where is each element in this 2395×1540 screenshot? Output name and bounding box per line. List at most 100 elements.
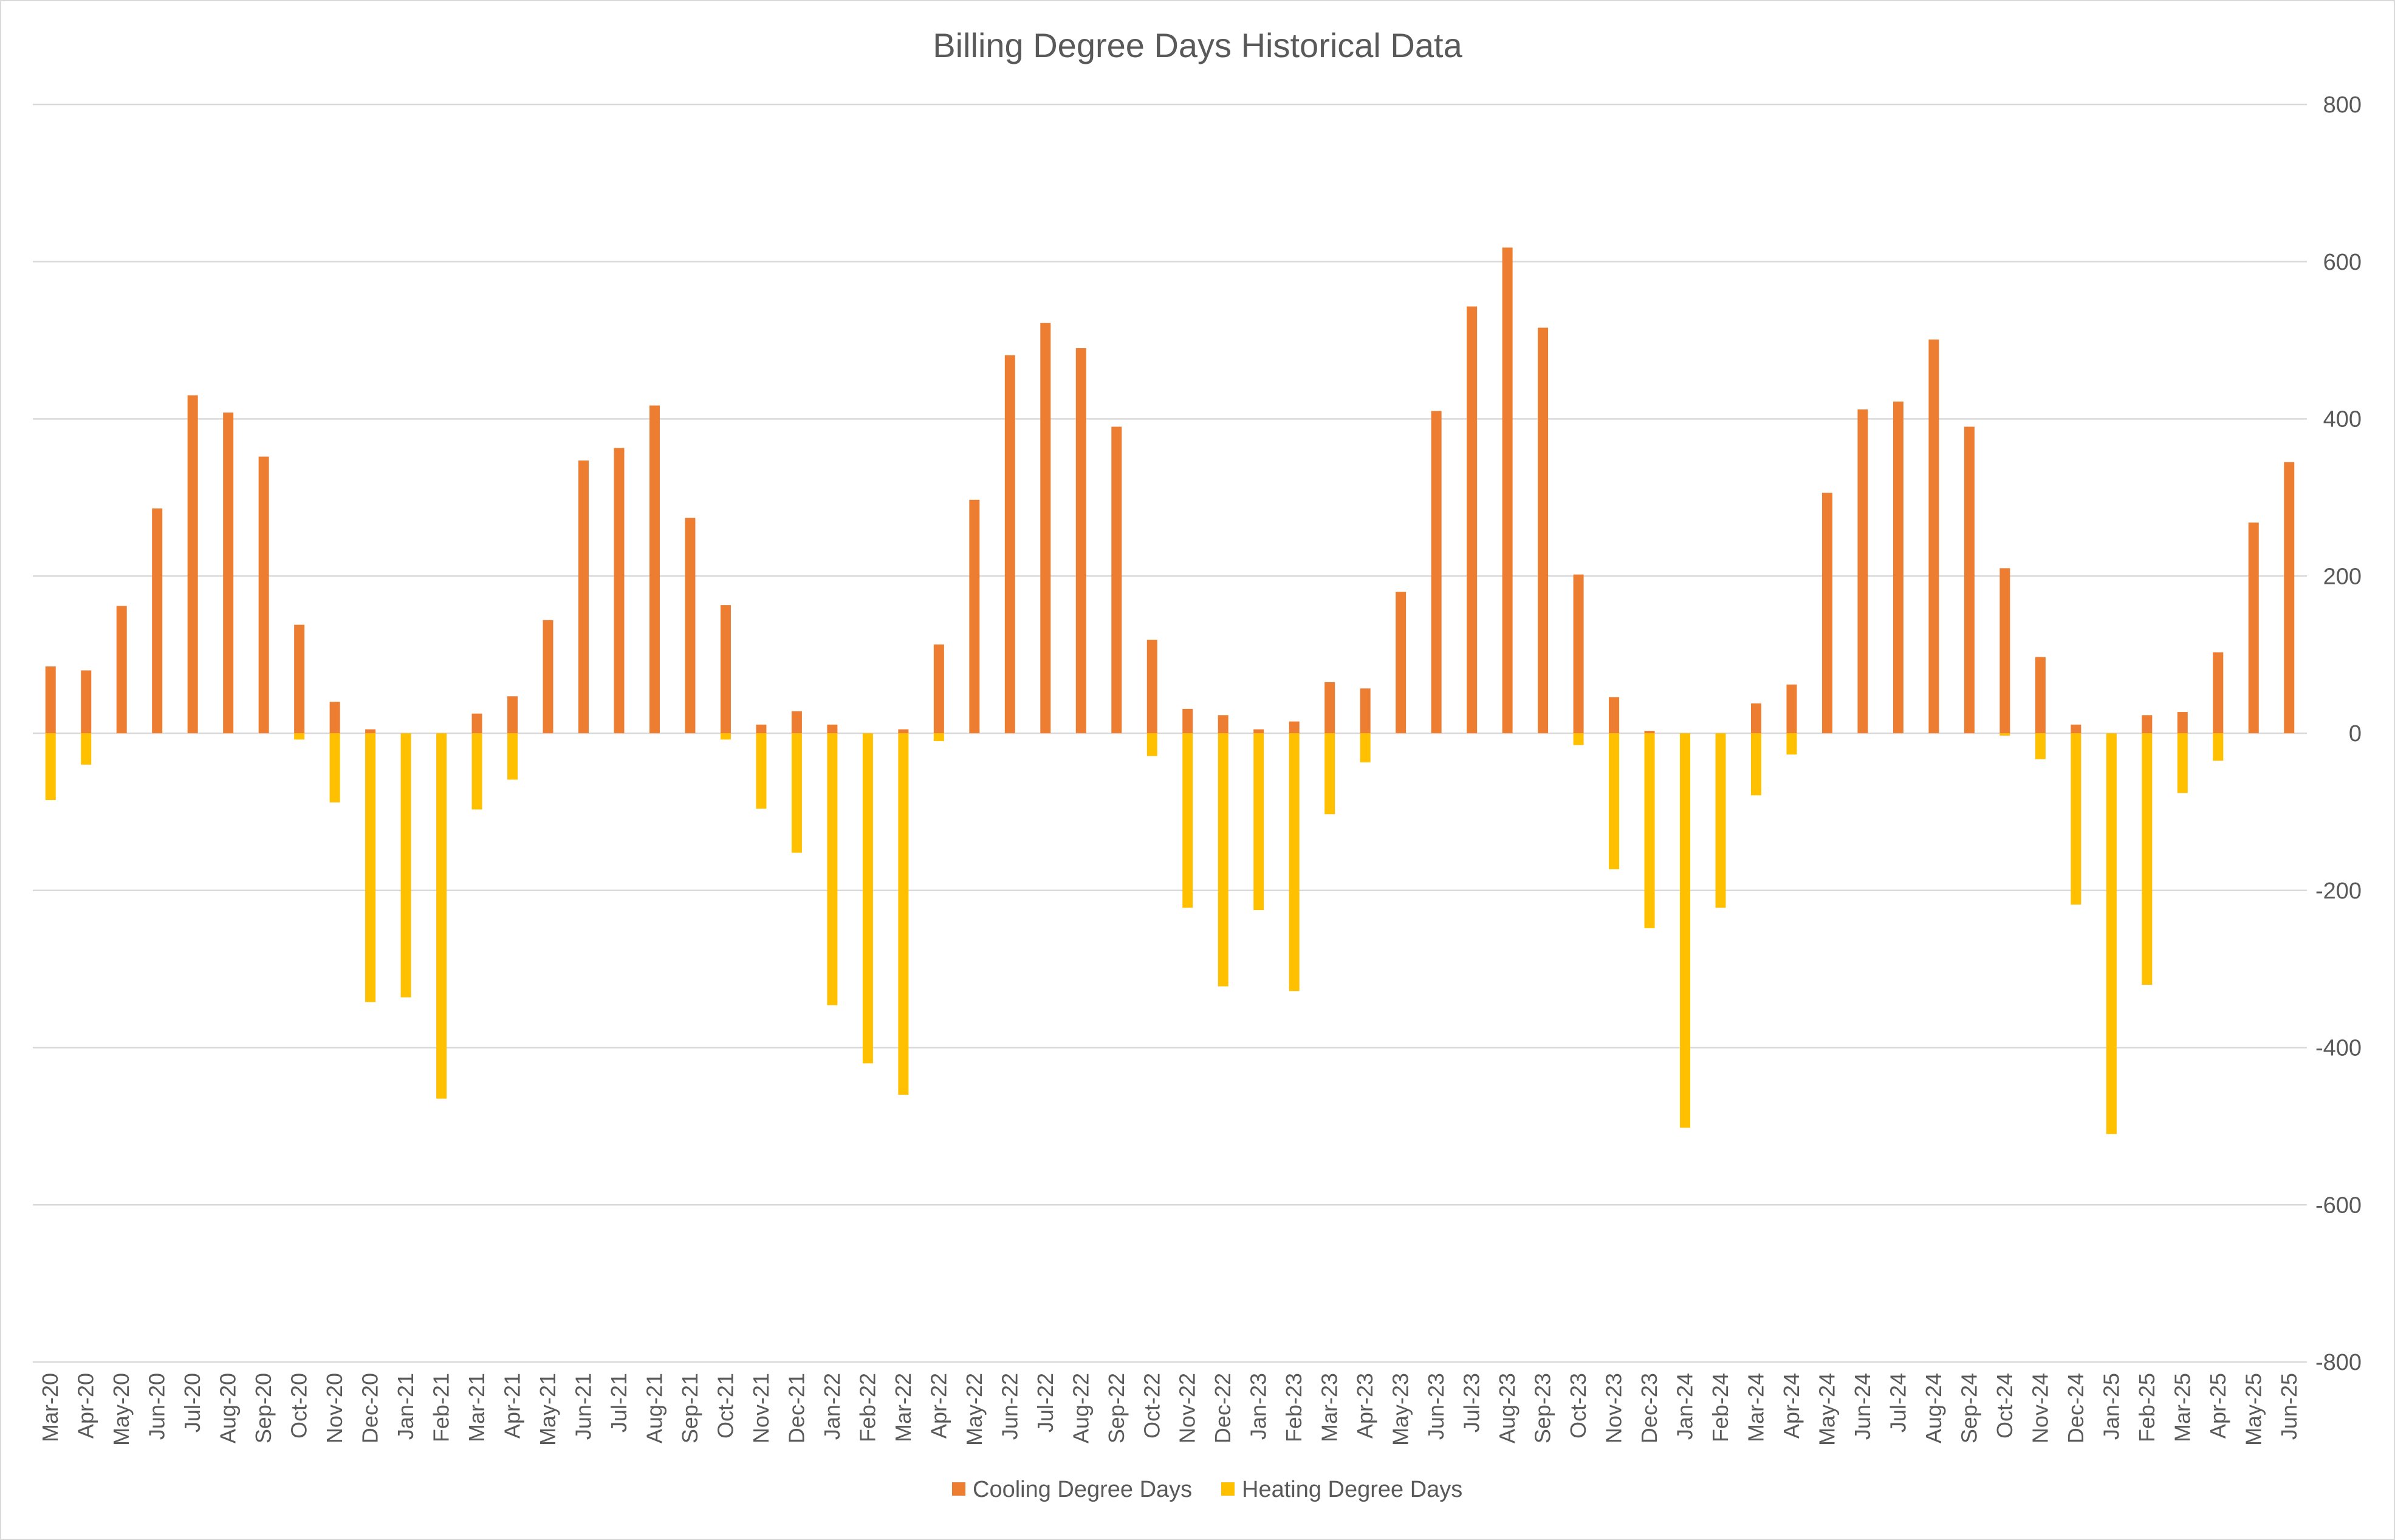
cooling-degree-days-bar: [649, 405, 660, 733]
x-tick-label: Jul-22: [1033, 1373, 1058, 1432]
cooling-degree-days-bar: [81, 670, 92, 733]
x-tick-label: Apr-22: [926, 1373, 951, 1439]
x-tick-label: Dec-22: [1210, 1373, 1235, 1443]
cooling-degree-days-bar: [1146, 640, 1157, 733]
y-tick-label: 200: [2323, 564, 2362, 589]
x-tick-label: Feb-23: [1281, 1373, 1306, 1442]
x-tick-label: Nov-24: [2027, 1373, 2052, 1443]
x-tick-label: Jun-25: [2277, 1373, 2301, 1440]
cooling-degree-days-bar: [1538, 327, 1549, 733]
x-tick-label: Mar-25: [2170, 1373, 2195, 1442]
x-tick-label: Apr-24: [1779, 1373, 1804, 1439]
heating-degree-days-bar: [791, 733, 802, 853]
cooling-degree-days-bar: [1893, 402, 1903, 733]
x-tick-label: Feb-21: [429, 1373, 454, 1442]
heating-degree-days-bar: [1146, 733, 1157, 756]
x-tick-label: Oct-24: [1992, 1373, 2017, 1439]
cooling-degree-days-bar: [1289, 721, 1300, 733]
cooling-degree-days-bar: [2071, 724, 2081, 733]
gridlines: [33, 103, 2307, 1363]
heating-degree-days-bar: [862, 733, 873, 1064]
x-tick-label: Jun-24: [1850, 1373, 1875, 1440]
x-tick-label: Jul-21: [606, 1373, 631, 1432]
x-tick-label: Jan-25: [2099, 1373, 2123, 1440]
x-tick-label: May-21: [535, 1373, 560, 1446]
heating-degree-days-bar: [933, 733, 944, 741]
x-tick-label: Jan-22: [820, 1373, 845, 1440]
x-tick-label: Sep-24: [1956, 1373, 1981, 1443]
x-tick-label: Jul-20: [180, 1373, 205, 1432]
heating-degree-days-bar: [2035, 733, 2046, 759]
heating-degree-days-bar: [1360, 733, 1371, 762]
heating-degree-days-bar: [1680, 733, 1691, 1128]
cooling-degree-days-bar: [1821, 493, 1832, 733]
cooling-degree-days-bar: [685, 518, 696, 733]
cooling-degree-days-bar: [223, 412, 234, 733]
cooling-degree-days-bar: [45, 666, 56, 733]
heating-degree-days-bar: [1182, 733, 1193, 908]
cooling-degree-days-bar: [543, 620, 553, 733]
heating-degree-days-bar: [471, 733, 482, 810]
x-axis-ticks: Mar-20 Apr-20 May-20 Jun-20 Jul-20 Aug-20 Sep-…: [38, 1373, 2301, 1446]
cooling-degree-days-bar: [827, 724, 838, 733]
x-tick-label: Nov-20: [322, 1373, 347, 1443]
x-tick-label: Feb-24: [1708, 1373, 1733, 1442]
cooling-degree-days-bar: [1786, 684, 1797, 733]
heating-degree-days-bar: [2071, 733, 2081, 905]
x-tick-label: Apr-20: [74, 1373, 98, 1439]
x-tick-label: Jun-23: [1424, 1373, 1448, 1440]
legend-label: Heating Degree Days: [1242, 1477, 1462, 1502]
x-tick-label: Aug-23: [1495, 1373, 1520, 1443]
x-tick-label: Oct-23: [1566, 1373, 1591, 1439]
heating-degree-days-bar: [1324, 733, 1335, 815]
heating-degree-days-bar: [45, 733, 56, 800]
cooling-degree-days-bar: [2284, 462, 2295, 733]
x-tick-label: Aug-24: [1921, 1373, 1946, 1443]
x-tick-label: Mar-24: [1743, 1373, 1768, 1442]
heating-degree-days-bar: [1609, 733, 1620, 869]
cooling-degree-days-bar: [2213, 652, 2224, 733]
x-tick-label: May-22: [962, 1373, 987, 1446]
y-tick-label: 400: [2323, 407, 2362, 433]
x-tick-label: Dec-21: [784, 1373, 809, 1443]
x-tick-label: Jul-24: [1885, 1373, 1910, 1432]
heating-degree-days-bar: [2106, 733, 2117, 1134]
x-tick-label: Jan-23: [1246, 1373, 1271, 1440]
heating-degree-days-bar: [2213, 733, 2224, 761]
heating-degree-days-bar: [1573, 733, 1584, 745]
y-tick-label: -400: [2315, 1036, 2362, 1061]
y-tick-label: 600: [2323, 250, 2362, 275]
x-tick-label: Mar-23: [1317, 1373, 1342, 1442]
cooling-degree-days-bar: [471, 713, 482, 733]
x-tick-label: Jun-20: [145, 1373, 170, 1440]
heating-degree-days-bar: [507, 733, 518, 780]
cooling-degree-days-bar: [1004, 355, 1015, 733]
heating-degree-days-bar: [1786, 733, 1797, 755]
x-tick-label: Apr-25: [2205, 1373, 2230, 1439]
heating-degree-days-bar: [1253, 733, 1264, 911]
x-tick-label: Jan-21: [393, 1373, 418, 1440]
cooling-degree-days-bar: [116, 606, 127, 733]
legend-swatch: [952, 1482, 965, 1496]
cooling-degree-days-bar: [2248, 522, 2259, 733]
heating-degree-days-bar: [2142, 733, 2153, 985]
x-tick-label: May-20: [109, 1373, 134, 1446]
cooling-degree-days-bar: [1040, 323, 1051, 733]
heating-degree-days-bar: [1644, 733, 1655, 928]
cooling-degree-days-bar: [187, 395, 198, 733]
cooling-degree-days-bar: [1999, 568, 2010, 733]
cooling-degree-days-bar: [1928, 339, 1939, 733]
heating-degree-days-bar: [365, 733, 376, 1002]
x-tick-label: Dec-20: [358, 1373, 383, 1443]
cooling-degree-days-bar: [294, 625, 305, 733]
x-tick-label: Jun-22: [997, 1373, 1022, 1440]
y-axis-ticks: -800 -600 -400 -200 0 200 400 600 800: [2315, 92, 2362, 1375]
x-tick-label: May-23: [1388, 1373, 1413, 1446]
cooling-degree-days-bar: [578, 460, 589, 733]
x-tick-label: Sep-21: [677, 1373, 702, 1443]
legend-label: Cooling Degree Days: [973, 1477, 1192, 1502]
x-tick-label: Oct-20: [287, 1373, 312, 1439]
bars: [45, 247, 2295, 1134]
